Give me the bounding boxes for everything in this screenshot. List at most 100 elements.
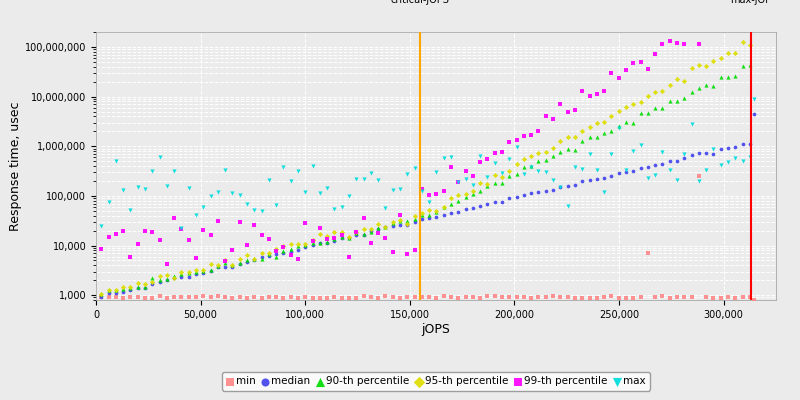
95-th percentile <box>175 269 188 276</box>
max <box>729 155 742 162</box>
min <box>248 294 261 300</box>
90-th percentile <box>656 105 669 111</box>
95-th percentile <box>670 76 683 82</box>
Text: max-jOP: max-jOP <box>730 0 771 5</box>
99-th percentile <box>204 232 217 238</box>
90-th percentile <box>161 276 174 282</box>
min <box>627 295 640 301</box>
median <box>386 222 399 229</box>
max <box>379 204 392 211</box>
min <box>430 294 443 301</box>
median <box>569 181 582 188</box>
median <box>234 261 246 268</box>
95-th percentile <box>204 261 217 268</box>
99-th percentile <box>546 116 559 122</box>
95-th percentile <box>510 161 523 168</box>
max <box>241 201 254 207</box>
95-th percentile <box>335 228 348 235</box>
99-th percentile <box>503 139 516 146</box>
max <box>226 189 239 196</box>
99-th percentile <box>226 247 239 254</box>
median <box>459 206 472 212</box>
99-th percentile <box>211 218 224 224</box>
median <box>146 280 158 287</box>
90-th percentile <box>452 198 465 205</box>
99-th percentile <box>234 218 246 225</box>
90-th percentile <box>700 82 713 88</box>
max <box>182 184 195 191</box>
95-th percentile <box>525 152 538 159</box>
median <box>656 161 669 168</box>
median <box>131 285 144 291</box>
99-th percentile <box>518 133 530 139</box>
95-th percentile <box>277 243 290 249</box>
median <box>693 150 706 157</box>
min <box>605 293 618 300</box>
90-th percentile <box>394 218 406 224</box>
99-th percentile <box>590 91 603 97</box>
90-th percentile <box>634 110 647 116</box>
95-th percentile <box>496 174 509 180</box>
max <box>627 148 640 154</box>
max <box>357 176 370 182</box>
min <box>284 294 297 300</box>
95-th percentile <box>649 88 662 95</box>
90-th percentile <box>408 216 421 222</box>
90-th percentile <box>532 158 545 164</box>
95-th percentile <box>722 50 734 56</box>
median <box>452 209 465 216</box>
90-th percentile <box>175 270 188 277</box>
90-th percentile <box>365 228 378 235</box>
median <box>321 239 334 246</box>
99-th percentile <box>408 247 421 254</box>
median <box>218 264 231 270</box>
95-th percentile <box>234 255 246 262</box>
90-th percentile <box>131 284 144 290</box>
median <box>161 276 174 283</box>
median <box>474 203 486 210</box>
median <box>430 214 443 220</box>
median <box>306 242 319 248</box>
min <box>663 295 676 301</box>
min <box>350 295 362 301</box>
99-th percentile <box>539 112 552 119</box>
median <box>496 199 509 205</box>
max <box>138 186 151 192</box>
max <box>386 187 399 194</box>
Text: critical-jOPS: critical-jOPS <box>391 0 450 5</box>
99-th percentile <box>554 101 566 107</box>
median <box>554 184 566 190</box>
max <box>328 206 341 212</box>
95-th percentile <box>262 250 275 256</box>
90-th percentile <box>146 275 158 281</box>
median <box>182 274 195 280</box>
95-th percentile <box>394 216 406 223</box>
95-th percentile <box>598 119 610 126</box>
max <box>277 164 290 170</box>
median <box>562 182 574 189</box>
median <box>539 188 552 194</box>
90-th percentile <box>569 146 582 153</box>
X-axis label: jOPS: jOPS <box>422 322 450 336</box>
95-th percentile <box>284 241 297 247</box>
95-th percentile <box>124 284 137 290</box>
median <box>445 210 458 216</box>
99-th percentile <box>714 20 727 27</box>
95-th percentile <box>102 286 115 293</box>
90-th percentile <box>525 162 538 169</box>
median <box>95 294 108 300</box>
90-th percentile <box>518 164 530 170</box>
95-th percentile <box>248 256 261 262</box>
95-th percentile <box>656 88 669 94</box>
median <box>401 221 414 228</box>
min <box>365 294 378 300</box>
max <box>459 176 472 182</box>
95-th percentile <box>401 221 414 227</box>
max <box>569 164 582 171</box>
min <box>612 295 625 301</box>
median <box>394 222 406 228</box>
min <box>146 295 158 301</box>
max <box>262 176 275 183</box>
95-th percentile <box>357 226 370 232</box>
95-th percentile <box>663 82 676 88</box>
